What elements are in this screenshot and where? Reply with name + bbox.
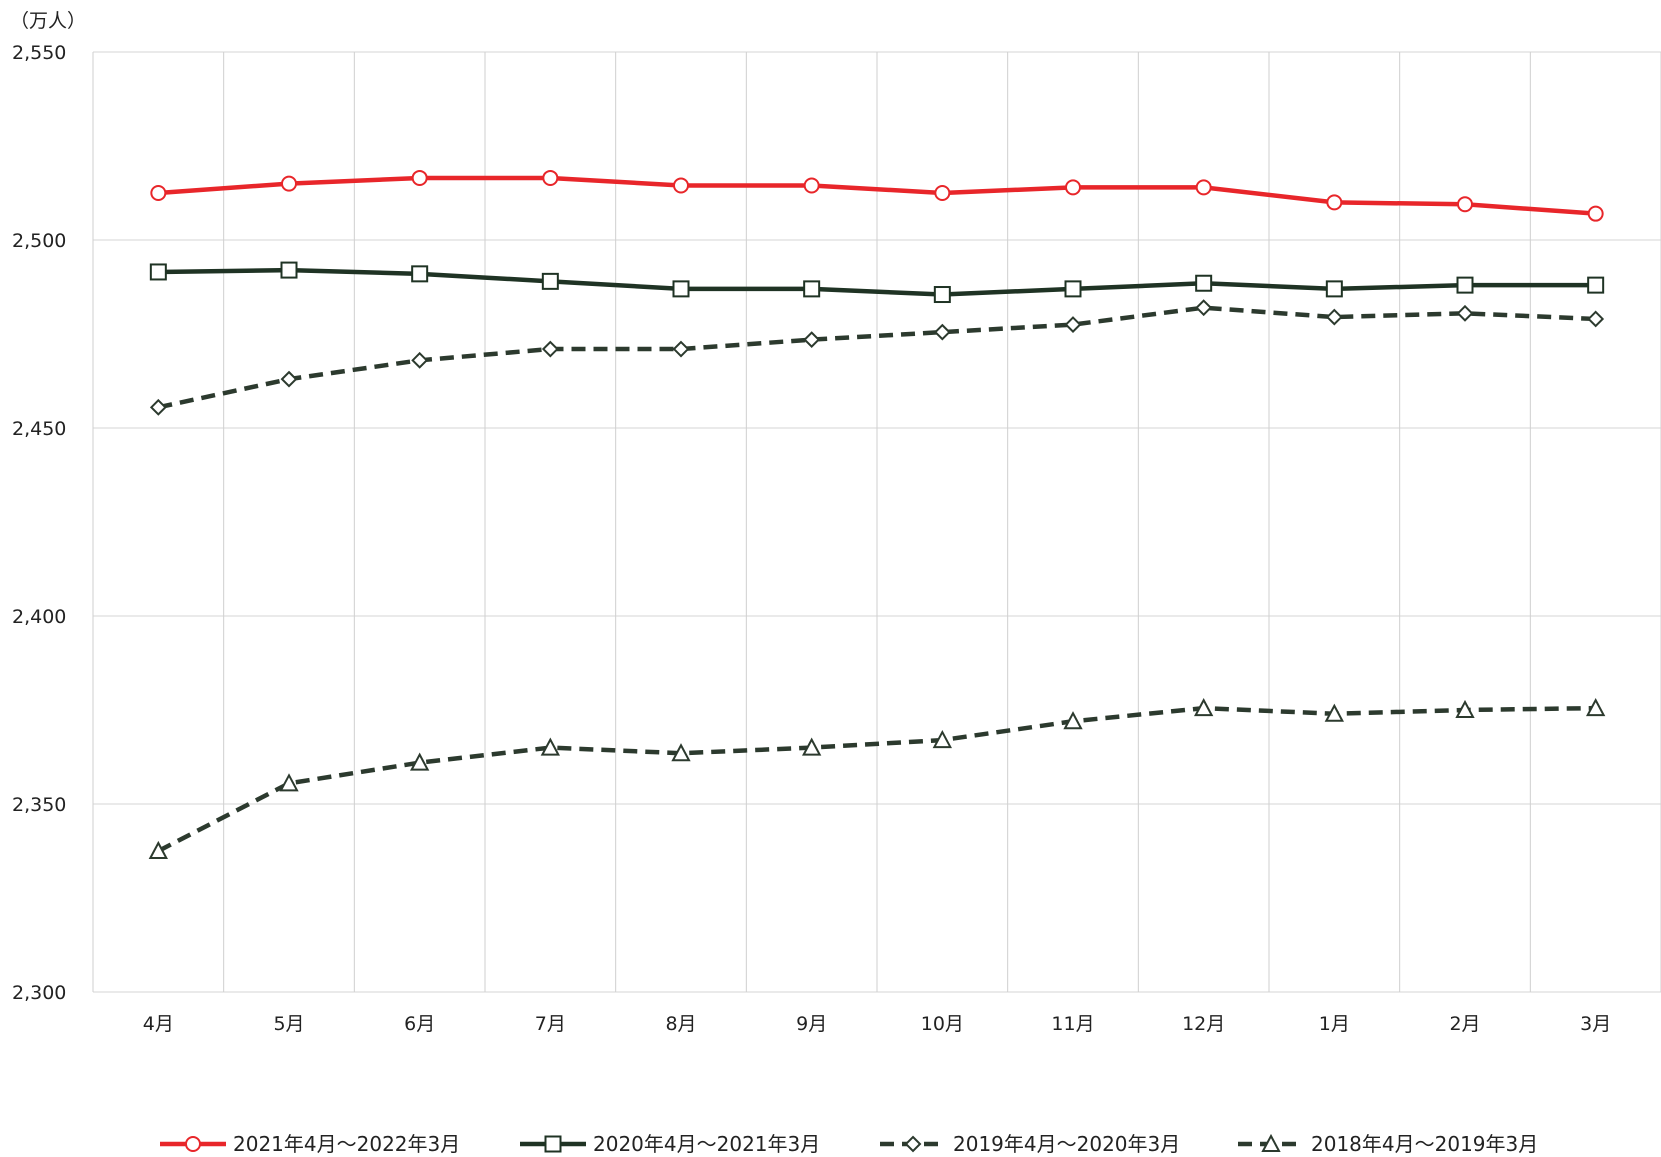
legend-marker-square [544, 1135, 562, 1153]
y-axis-unit-label: （万人） [10, 10, 86, 32]
x-tick-label: 6月 [404, 1013, 435, 1035]
data-point-circle [673, 177, 689, 194]
data-point-square [1195, 274, 1213, 292]
series-1 [150, 169, 1604, 222]
data-point-square [672, 280, 690, 298]
legend-marker-triangle [1261, 1133, 1281, 1152]
x-tick-label: 9月 [796, 1013, 827, 1035]
series-2 [149, 261, 1605, 304]
data-point-triangle [409, 752, 430, 771]
data-point-square [1456, 276, 1474, 294]
data-point-circle [1195, 179, 1212, 196]
data-point-triangle [932, 729, 952, 749]
data-point-triangle [1585, 697, 1606, 717]
data-point-diamond [1456, 304, 1474, 322]
x-tick-label: 2月 [1449, 1013, 1480, 1035]
y-tick-label: 2,350 [12, 794, 66, 816]
legend: 2021年4月～2022年3月 2020年4月～2021年3月 2019年4月～20… [160, 1132, 1538, 1156]
data-point-diamond [541, 340, 559, 358]
data-point-square [149, 263, 167, 281]
data-point-square [933, 286, 951, 304]
data-point-square [411, 265, 429, 283]
data-point-triangle [1324, 703, 1345, 722]
data-point-square [1064, 280, 1082, 298]
data-point-diamond [1587, 310, 1605, 328]
y-tick-label: 2,500 [12, 230, 66, 252]
y-axis-ticks: 2,550 2,500 2,450 2,400 2,350 2,300 [12, 42, 66, 1004]
data-point-diamond [280, 370, 298, 388]
legend-marker-diamond [904, 1135, 922, 1153]
data-point-diamond [411, 351, 429, 369]
x-axis-ticks: 4月 5月 6月 7月 8月 9月 10月 11月 12月 1月 2月 3月 [143, 1013, 1611, 1035]
series-4 [148, 697, 1606, 859]
data-point-diamond [1325, 308, 1343, 326]
data-point-triangle [1063, 711, 1083, 730]
data-point-circle [150, 185, 167, 201]
x-tick-label: 10月 [921, 1013, 964, 1035]
y-tick-label: 2,450 [12, 418, 66, 440]
legend-label: 2018年4月～2019年3月 [1311, 1132, 1538, 1156]
grid [92, 51, 1661, 993]
data-point-circle [1587, 205, 1604, 222]
series-line [157, 305, 1596, 410]
data-point-triangle [1193, 697, 1214, 717]
y-tick-label: 2,550 [12, 42, 66, 64]
data-point-triangle [540, 737, 560, 756]
data-point-triangle [671, 743, 691, 762]
data-point-diamond [1195, 299, 1213, 317]
data-point-diamond [933, 323, 951, 341]
x-tick-label: 1月 [1319, 1013, 1350, 1035]
data-point-circle [803, 177, 820, 194]
data-point-circle [1326, 194, 1343, 211]
x-tick-label: 5月 [273, 1013, 304, 1035]
data-point-diamond [672, 340, 690, 358]
y-tick-label: 2,300 [12, 982, 66, 1004]
y-tick-label: 2,400 [12, 606, 66, 628]
data-point-diamond [149, 398, 167, 416]
data-point-square [1325, 280, 1343, 298]
data-point-circle [1065, 179, 1081, 196]
legend-label: 2021年4月～2022年3月 [233, 1132, 460, 1156]
data-point-diamond [1064, 316, 1082, 334]
data-point-circle [281, 175, 297, 192]
data-point-triangle [802, 737, 822, 756]
x-tick-label: 7月 [535, 1013, 566, 1035]
data-point-circle [1457, 196, 1473, 213]
x-tick-label: 11月 [1051, 1013, 1094, 1035]
series-group [148, 169, 1606, 859]
data-point-triangle [279, 773, 299, 792]
x-tick-label: 12月 [1182, 1013, 1225, 1035]
data-point-square [280, 261, 298, 279]
x-tick-label: 3月 [1580, 1013, 1611, 1035]
legend-label: 2019年4月～2020年3月 [953, 1132, 1180, 1156]
series-line [157, 705, 1596, 853]
data-point-square [803, 280, 821, 298]
data-point-square [541, 272, 559, 290]
data-point-triangle [1455, 699, 1475, 718]
data-point-square [1587, 276, 1605, 294]
data-point-circle [542, 169, 559, 186]
data-point-diamond [803, 331, 821, 349]
series-line [158, 267, 1596, 297]
series-line [158, 175, 1596, 216]
legend-label: 2020年4月～2021年3月 [593, 1132, 820, 1156]
data-point-triangle [148, 840, 168, 859]
x-tick-label: 4月 [143, 1013, 174, 1035]
series-3 [149, 299, 1605, 416]
data-point-circle [934, 185, 951, 201]
x-tick-label: 8月 [665, 1013, 696, 1035]
data-point-circle [411, 169, 428, 186]
legend-marker-circle [185, 1136, 201, 1152]
